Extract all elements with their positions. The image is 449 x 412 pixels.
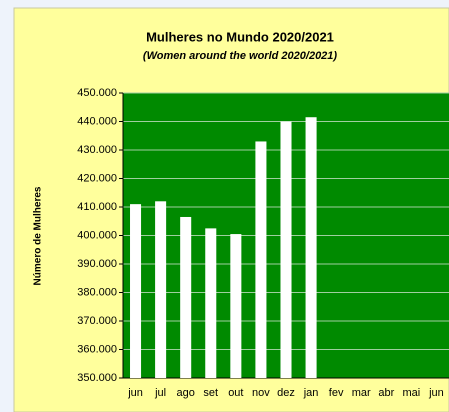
chart-title: Mulheres no Mundo 2020/2021 [146, 29, 334, 44]
x-tick-label: set [203, 387, 218, 399]
bar [180, 216, 192, 378]
bar [205, 228, 217, 378]
bar [280, 121, 292, 378]
y-tick-label: 380.000 [77, 286, 117, 298]
x-tick-label: abr [378, 387, 394, 399]
y-tick-label: 400.000 [77, 229, 117, 241]
x-tick-label: jan [303, 387, 319, 399]
x-tick-label: nov [252, 387, 270, 399]
x-tick-label: jun [127, 387, 143, 399]
y-axis-title: Número de Mulheres [33, 186, 44, 285]
bar [255, 141, 267, 378]
bar [305, 117, 317, 378]
x-tick-label: mar [352, 387, 371, 399]
y-tick-label: 430.000 [77, 144, 117, 156]
bar [155, 201, 167, 378]
y-tick-label: 350.000 [77, 372, 117, 384]
x-tick-label: dez [277, 387, 295, 399]
chart-subtitle: (Women around the world 2020/2021) [143, 50, 338, 62]
x-tick-label: ago [177, 387, 195, 399]
x-tick-label: jul [154, 387, 166, 399]
y-tick-label: 410.000 [77, 201, 117, 213]
x-tick-label: mai [403, 387, 421, 399]
bar [230, 234, 242, 378]
x-tick-label: jun [428, 387, 444, 399]
y-tick-label: 440.000 [77, 115, 117, 127]
x-tick-label: fev [329, 387, 344, 399]
y-tick-label: 420.000 [77, 172, 117, 184]
x-tick-label: out [228, 387, 243, 399]
y-tick-label: 390.000 [77, 258, 117, 270]
y-tick-label: 360.000 [77, 343, 117, 355]
y-tick-label: 450.000 [77, 87, 117, 99]
y-tick-label: 370.000 [77, 315, 117, 327]
bar [130, 204, 142, 378]
